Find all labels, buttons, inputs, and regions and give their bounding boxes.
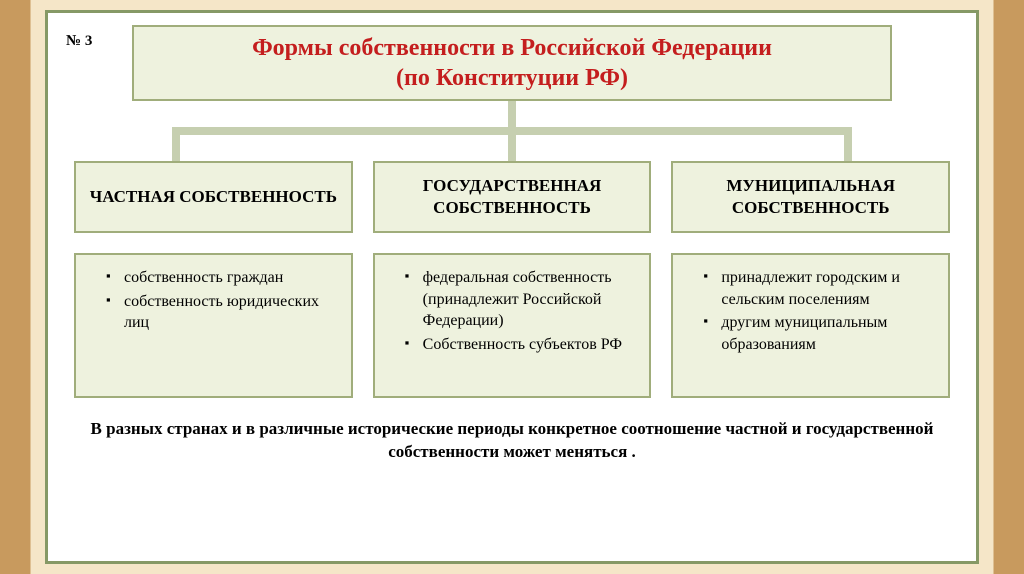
list-item: Собственность субъектов РФ: [405, 334, 636, 356]
title-line2: (по Конституции РФ): [144, 63, 880, 93]
branch-column: МУНИЦИПАЛЬНАЯ СОБСТВЕННОСТЬ принадлежит …: [671, 161, 950, 398]
slide-frame: № 3 Формы собственности в Российской Фед…: [45, 10, 979, 564]
slide-number: № 3: [66, 33, 92, 50]
branch-column: ГОСУДАРСТВЕННАЯ СОБСТВЕННОСТЬ федеральна…: [373, 161, 652, 398]
connector-drop-right: [844, 135, 852, 161]
branch-title-private: ЧАСТНАЯ СОБСТВЕННОСТЬ: [74, 161, 353, 233]
list-item: собственность граждан: [106, 267, 337, 289]
connector-drop-left: [172, 135, 180, 161]
branch-column: ЧАСТНАЯ СОБСТВЕННОСТЬ собственность граж…: [74, 161, 353, 398]
list-item: принадлежит городским и сельским поселен…: [703, 267, 934, 310]
connector-drop-middle: [508, 135, 516, 161]
branch-title-municipal: МУНИЦИПАЛЬНАЯ СОБСТВЕННОСТЬ: [671, 161, 950, 233]
list-item: федеральная собственность (принадлежит Р…: [405, 267, 636, 332]
tree-connectors: [82, 101, 942, 161]
list-item: другим муниципальным образованиям: [703, 312, 934, 355]
connector-vertical-top: [508, 101, 516, 127]
branch-details-state: федеральная собственность (принадлежит Р…: [373, 253, 652, 398]
list-item: собственность юридических лиц: [106, 291, 337, 334]
branch-details-municipal: принадлежит городским и сельским поселен…: [671, 253, 950, 398]
footer-note: В разных странах и в различные историчес…: [70, 418, 954, 464]
branches-row: ЧАСТНАЯ СОБСТВЕННОСТЬ собственность граж…: [74, 161, 950, 398]
title-line1: Формы собственности в Российской Федерац…: [144, 33, 880, 63]
branch-title-state: ГОСУДАРСТВЕННАЯ СОБСТВЕННОСТЬ: [373, 161, 652, 233]
branch-details-private: собственность граждан собственность юрид…: [74, 253, 353, 398]
connector-horizontal: [172, 127, 852, 135]
title-box: Формы собственности в Российской Федерац…: [132, 25, 892, 101]
